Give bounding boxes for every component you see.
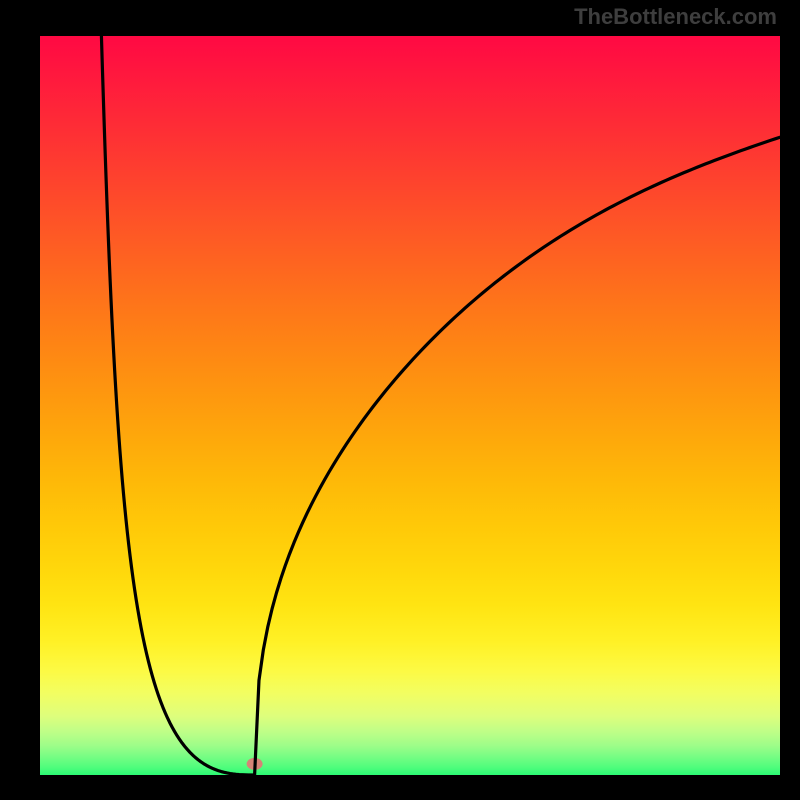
plot-area [40,36,780,775]
bottleneck-curve [101,36,780,775]
chart-container: TheBottleneck.com [0,0,800,800]
attribution-label: TheBottleneck.com [574,4,777,30]
curve-layer [40,36,780,775]
